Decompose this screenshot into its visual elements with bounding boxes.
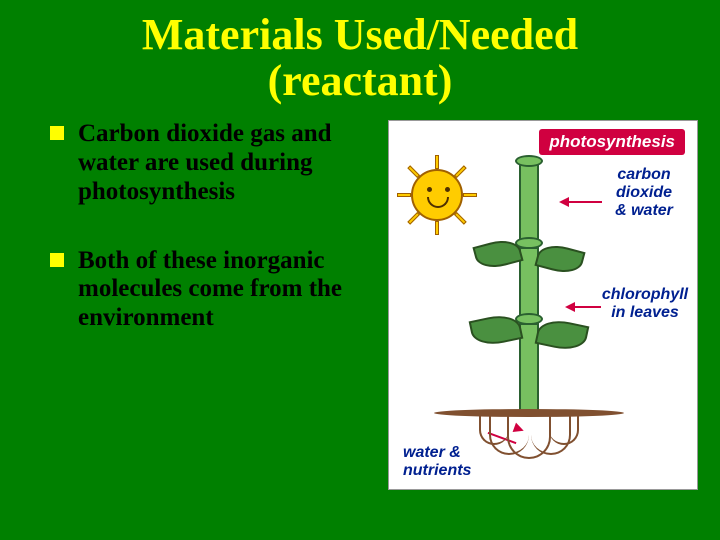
title-line-2: (reactant) <box>0 58 720 104</box>
root-icon <box>549 415 579 445</box>
arrow-head-icon <box>559 197 569 207</box>
arrow-icon <box>564 201 602 203</box>
list-item: Both of these inorganic molecules come f… <box>50 247 380 333</box>
title-line-1: Materials Used/Needed <box>0 12 720 58</box>
leaf-icon <box>534 241 585 278</box>
bullet-list: Carbon dioxide gas and water are used du… <box>50 120 380 490</box>
leaf-icon <box>535 316 590 354</box>
label-carbon-dioxide: carbondioxide& water <box>599 166 689 219</box>
label-chlorophyll: chlorophyllin leaves <box>595 286 695 321</box>
list-item: Carbon dioxide gas and water are used du… <box>50 120 380 206</box>
slide-title: Materials Used/Needed (reactant) <box>0 0 720 104</box>
diagram-header-label: photosynthesis <box>539 129 685 155</box>
bullet-square-icon <box>50 126 64 140</box>
sun-icon <box>411 169 463 221</box>
photosynthesis-diagram: photosynthesis carbondioxide& water chlo… <box>388 120 698 490</box>
bullet-text: Carbon dioxide gas and water are used du… <box>78 120 380 206</box>
bullet-square-icon <box>50 253 64 267</box>
label-water-nutrients: water &nutrients <box>403 444 503 479</box>
arrow-head-icon <box>565 302 575 312</box>
bullet-text: Both of these inorganic molecules come f… <box>78 247 380 333</box>
arrow-icon <box>571 306 601 308</box>
plant-stem <box>519 161 539 241</box>
content-row: Carbon dioxide gas and water are used du… <box>0 104 720 490</box>
